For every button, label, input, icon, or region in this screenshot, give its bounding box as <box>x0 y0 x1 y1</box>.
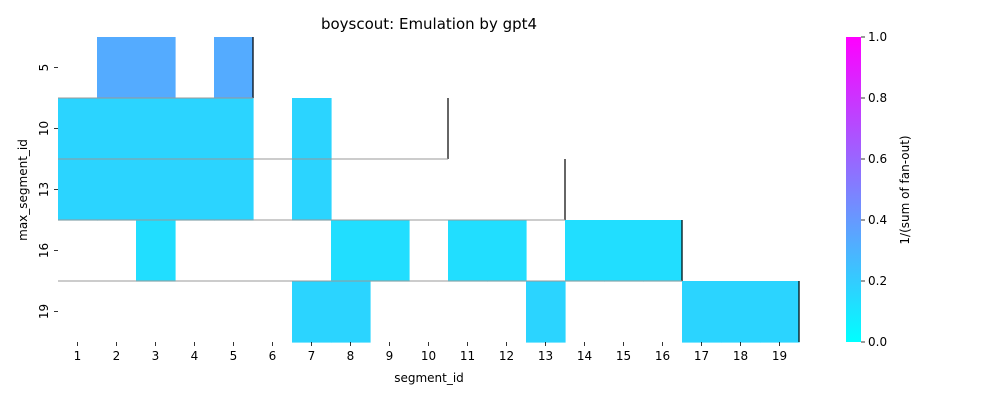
y-axis-label: max_segment_id <box>16 139 30 241</box>
x-tick-label: 6 <box>269 349 277 363</box>
y-tick-label: 16 <box>37 243 51 258</box>
heatmap-cell <box>370 220 410 282</box>
colorbar-label: 1/(sum of fan-out) <box>898 135 912 244</box>
heatmap-cell <box>331 220 371 282</box>
colorbar-ticks: 0.0 0.2 0.4 0.6 0.8 1.0 <box>861 30 887 349</box>
heatmap-cell <box>58 159 98 221</box>
heatmap-cell <box>136 37 176 99</box>
heatmap-cell <box>175 98 215 160</box>
x-tick-label: 14 <box>577 349 592 363</box>
x-tick-label: 17 <box>694 349 709 363</box>
colorbar-tick-label: 1.0 <box>868 30 887 44</box>
x-tick-label: 5 <box>230 349 238 363</box>
colorbar-tick-label: 0.0 <box>868 335 887 349</box>
x-tick-label: 8 <box>347 349 355 363</box>
heatmap-cell <box>292 159 332 221</box>
heatmap-cell <box>526 281 566 343</box>
y-tick-label: 13 <box>37 182 51 197</box>
colorbar-tick-label: 0.6 <box>868 152 887 166</box>
heatmap-cell <box>682 281 722 343</box>
heatmap-cell <box>292 98 332 160</box>
y-tick-label: 19 <box>37 304 51 319</box>
heatmap-cell <box>136 159 176 221</box>
colorbar <box>846 37 861 342</box>
colorbar-tick-label: 0.2 <box>868 274 887 288</box>
x-tick-label: 12 <box>499 349 514 363</box>
heatmap-cell <box>214 98 254 160</box>
x-tick-label: 3 <box>152 349 160 363</box>
x-tick-label: 9 <box>386 349 394 363</box>
x-tick-label: 7 <box>308 349 316 363</box>
heatmap-cell <box>331 281 371 343</box>
x-tick-label: 10 <box>421 349 436 363</box>
heatmap-cell <box>721 281 761 343</box>
x-tick-label: 18 <box>733 349 748 363</box>
heatmap-cell <box>565 220 605 282</box>
x-axis-label: segment_id <box>394 371 464 385</box>
heatmap-cell <box>643 220 683 282</box>
x-tick-label: 15 <box>616 349 631 363</box>
heatmap-cell <box>487 220 527 282</box>
colorbar-tick-label: 0.8 <box>868 91 887 105</box>
heatmap-cells <box>58 37 800 343</box>
x-tick-label: 19 <box>772 349 787 363</box>
heatmap-cell <box>760 281 800 343</box>
colorbar-tick-label: 0.4 <box>868 213 887 227</box>
x-tick-label: 2 <box>113 349 121 363</box>
x-axis-ticks: 1 2 3 4 5 6 7 8 9 10 11 12 13 14 15 16 17 18 19 <box>74 342 787 363</box>
heatmap-cell <box>214 159 254 221</box>
heatmap-cell <box>292 281 332 343</box>
heatmap-cell <box>136 98 176 160</box>
x-tick-label: 4 <box>191 349 199 363</box>
heatmap-cell <box>58 98 98 160</box>
heatmap-cell <box>448 220 488 282</box>
heatmap-cell <box>97 159 137 221</box>
heatmap-cell <box>175 159 215 221</box>
y-tick-label: 10 <box>37 121 51 136</box>
group-boundary-lines <box>58 37 800 342</box>
heatmap-cell <box>604 220 644 282</box>
x-tick-label: 13 <box>538 349 553 363</box>
chart-title: boyscout: Emulation by gpt4 <box>321 15 537 33</box>
y-axis-ticks: 5 10 13 16 19 <box>37 64 58 319</box>
x-tick-label: 16 <box>655 349 670 363</box>
y-tick-label: 5 <box>37 64 51 72</box>
x-tick-label: 1 <box>74 349 82 363</box>
heatmap-cell <box>97 98 137 160</box>
heatmap-cell <box>97 37 137 99</box>
heatmap-cell <box>214 37 254 99</box>
heatmap-cell <box>136 220 176 282</box>
x-tick-label: 11 <box>460 349 475 363</box>
